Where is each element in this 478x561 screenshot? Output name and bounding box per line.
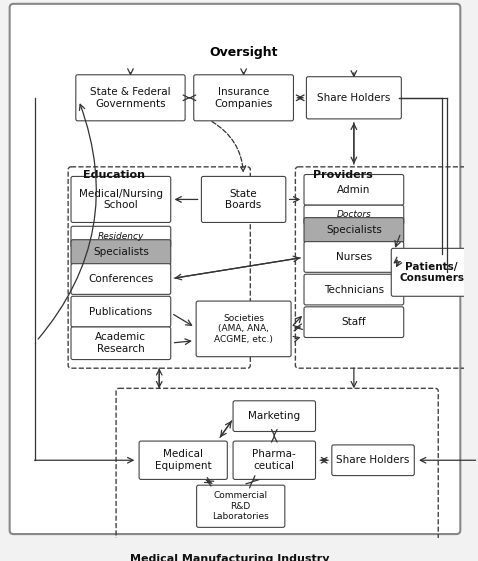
- Text: Providers: Providers: [313, 170, 372, 180]
- Text: Societies
(AMA, ANA,
ACGME, etc.): Societies (AMA, ANA, ACGME, etc.): [214, 314, 273, 344]
- FancyBboxPatch shape: [233, 441, 315, 480]
- Text: Share Holders: Share Holders: [317, 93, 391, 103]
- FancyBboxPatch shape: [71, 296, 171, 327]
- FancyBboxPatch shape: [196, 485, 285, 527]
- Text: Insurance
Companies: Insurance Companies: [215, 87, 273, 109]
- Text: Oversight: Oversight: [209, 46, 278, 59]
- Text: Doctors: Doctors: [337, 210, 371, 219]
- FancyBboxPatch shape: [71, 264, 171, 295]
- Text: Commercial
R&D
Laboratories: Commercial R&D Laboratories: [212, 491, 269, 521]
- FancyBboxPatch shape: [391, 249, 472, 296]
- Text: State & Federal
Governments: State & Federal Governments: [90, 87, 171, 109]
- FancyBboxPatch shape: [194, 75, 293, 121]
- Text: Medical Manufacturing Industry: Medical Manufacturing Industry: [130, 554, 330, 561]
- Text: State
Boards: State Boards: [226, 188, 262, 210]
- Text: Staff: Staff: [342, 317, 366, 327]
- FancyBboxPatch shape: [304, 218, 404, 242]
- Text: Pharma-
ceutical: Pharma- ceutical: [252, 449, 296, 471]
- FancyBboxPatch shape: [304, 174, 404, 205]
- Text: Publications: Publications: [89, 307, 152, 316]
- FancyBboxPatch shape: [306, 77, 402, 119]
- Text: Admin: Admin: [337, 185, 370, 195]
- FancyBboxPatch shape: [10, 4, 460, 534]
- Text: Specialists: Specialists: [326, 225, 382, 235]
- Text: Conferences: Conferences: [88, 274, 153, 284]
- FancyBboxPatch shape: [71, 327, 171, 360]
- Text: Patients/
Consumers: Patients/ Consumers: [399, 261, 464, 283]
- Text: Specialists: Specialists: [93, 247, 149, 257]
- Text: Marketing: Marketing: [248, 411, 300, 421]
- FancyBboxPatch shape: [71, 176, 171, 223]
- Text: Academic
Research: Academic Research: [96, 333, 146, 354]
- FancyBboxPatch shape: [332, 445, 414, 476]
- FancyBboxPatch shape: [304, 274, 404, 305]
- FancyBboxPatch shape: [196, 301, 291, 357]
- FancyBboxPatch shape: [76, 75, 185, 121]
- FancyBboxPatch shape: [71, 226, 171, 247]
- Text: Residency: Residency: [98, 232, 144, 241]
- Text: Share Holders: Share Holders: [337, 455, 410, 465]
- Text: Medical
Equipment: Medical Equipment: [155, 449, 211, 471]
- FancyBboxPatch shape: [233, 401, 315, 431]
- FancyBboxPatch shape: [304, 307, 404, 338]
- FancyBboxPatch shape: [304, 205, 404, 224]
- Text: Education: Education: [83, 170, 144, 180]
- FancyBboxPatch shape: [304, 242, 404, 272]
- Text: Medical/Nursing
School: Medical/Nursing School: [79, 188, 163, 210]
- Text: Nurses: Nurses: [336, 252, 372, 262]
- FancyBboxPatch shape: [201, 176, 286, 223]
- FancyBboxPatch shape: [71, 240, 171, 265]
- Text: Technicians: Technicians: [324, 284, 384, 295]
- FancyBboxPatch shape: [139, 441, 228, 480]
